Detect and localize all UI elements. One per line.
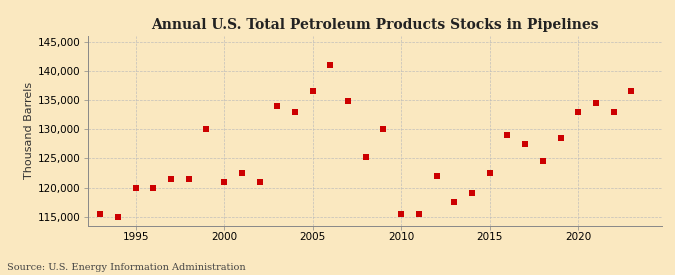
Point — [236, 171, 247, 175]
Point — [307, 89, 318, 94]
Point — [414, 212, 425, 216]
Point — [555, 136, 566, 140]
Point — [591, 101, 601, 105]
Point — [502, 133, 513, 137]
Point — [254, 180, 265, 184]
Point — [608, 109, 619, 114]
Point — [290, 109, 300, 114]
Point — [466, 191, 477, 196]
Point — [520, 142, 531, 146]
Point — [113, 214, 124, 219]
Point — [272, 104, 283, 108]
Y-axis label: Thousand Barrels: Thousand Barrels — [24, 82, 34, 179]
Text: Source: U.S. Energy Information Administration: Source: U.S. Energy Information Administ… — [7, 263, 246, 272]
Point — [343, 99, 354, 103]
Point — [378, 127, 389, 131]
Point — [325, 63, 335, 67]
Point — [449, 200, 460, 204]
Point — [130, 185, 141, 190]
Point — [396, 212, 406, 216]
Point — [184, 177, 194, 181]
Point — [148, 185, 159, 190]
Point — [360, 154, 371, 159]
Title: Annual U.S. Total Petroleum Products Stocks in Pipelines: Annual U.S. Total Petroleum Products Sto… — [151, 18, 599, 32]
Point — [431, 174, 442, 178]
Point — [626, 89, 637, 94]
Point — [485, 171, 495, 175]
Point — [219, 180, 230, 184]
Point — [537, 159, 548, 163]
Point — [165, 177, 176, 181]
Point — [95, 212, 105, 216]
Point — [201, 127, 212, 131]
Point — [573, 109, 584, 114]
